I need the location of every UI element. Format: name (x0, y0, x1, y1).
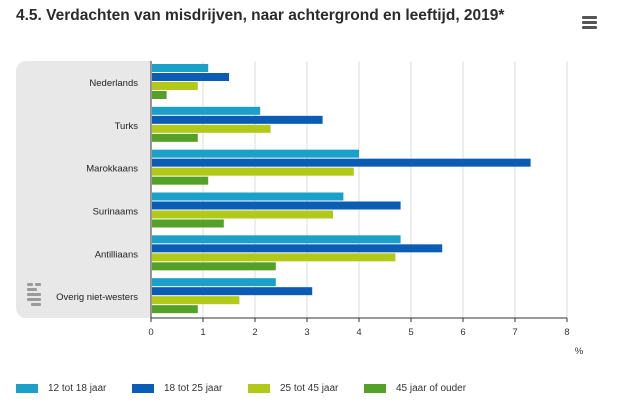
cbs-logo-icon-part (27, 283, 33, 286)
cbs-logo-icon-part (35, 283, 41, 286)
cbs-logo-icon-part (27, 293, 41, 296)
bar (152, 149, 359, 158)
cbs-logo-icon-part (27, 298, 41, 301)
bar (152, 124, 271, 133)
bar (152, 278, 276, 287)
category-label: Turks (115, 121, 139, 132)
x-tick-label: 1 (200, 327, 205, 338)
chart-title: 4.5. Verdachten van misdrijven, naar ach… (16, 7, 505, 24)
bar (152, 253, 396, 262)
x-tick-label: 8 (564, 327, 569, 338)
category-axis-panel (16, 61, 151, 318)
legend-item[interactable]: 12 tot 18 jaar (16, 380, 106, 396)
bar (152, 91, 167, 99)
bar (152, 64, 209, 72)
x-tick-label: 4 (356, 327, 361, 338)
x-axis-unit-label: % (575, 346, 584, 357)
legend-label: 25 tot 45 jaar (280, 382, 339, 394)
hamburger-menu-icon-line (581, 20, 597, 24)
bar (152, 133, 198, 142)
category-label: Surinaams (93, 206, 139, 217)
legend-item[interactable]: 18 tot 25 jaar (132, 380, 222, 396)
legend-swatch (132, 383, 154, 393)
x-tick-label: 0 (148, 327, 153, 338)
hamburger-menu-icon (581, 15, 597, 19)
bar (152, 176, 209, 185)
bar (152, 192, 344, 201)
legend-item[interactable]: 45 jaar of ouder (364, 380, 466, 396)
bar (152, 158, 531, 167)
x-tick-label: 5 (408, 327, 413, 338)
bar (152, 244, 443, 253)
legend-swatch (364, 383, 386, 393)
x-tick-label: 2 (252, 327, 257, 338)
bar (152, 262, 276, 271)
bar (152, 210, 333, 219)
bar (152, 73, 229, 81)
bar (152, 296, 240, 305)
cbs-logo-icon-part (31, 303, 41, 306)
bar (152, 305, 198, 314)
legend-item[interactable]: 25 tot 45 jaar (248, 380, 338, 396)
bar (152, 201, 401, 210)
chart-legend: 12 tot 18 jaar 18 tot 25 jaar 25 tot 45 ja… (16, 380, 616, 396)
category-label: Nederlands (89, 78, 138, 89)
x-tick-label: 7 (512, 327, 517, 338)
category-label: Antilliaans (95, 249, 139, 260)
category-label: Marokkaans (86, 164, 138, 175)
x-tick-label: 3 (304, 327, 309, 338)
legend-label: 18 tot 25 jaar (164, 382, 223, 394)
bar (152, 82, 198, 90)
bar (152, 106, 261, 115)
bar (152, 219, 224, 228)
x-tick-label: 6 (460, 327, 465, 338)
category-label: Overig niet-westers (56, 292, 138, 303)
bar (152, 167, 354, 176)
legend-label: 12 tot 18 jaar (48, 382, 107, 394)
legend-swatch (16, 383, 38, 393)
legend-label: 45 jaar of ouder (396, 382, 467, 394)
hamburger-menu-icon-line (581, 25, 597, 29)
bar (152, 235, 401, 244)
chart-menu-button[interactable] (576, 11, 602, 33)
cbs-logo-icon-part (27, 288, 37, 291)
bar-chart: 0 1 2 3 4 5 6 7 8% Nederlands Turks Marokkaans Surin… (16, 61, 584, 357)
legend-swatch (248, 383, 270, 393)
bar (152, 287, 313, 296)
bar (152, 115, 323, 124)
